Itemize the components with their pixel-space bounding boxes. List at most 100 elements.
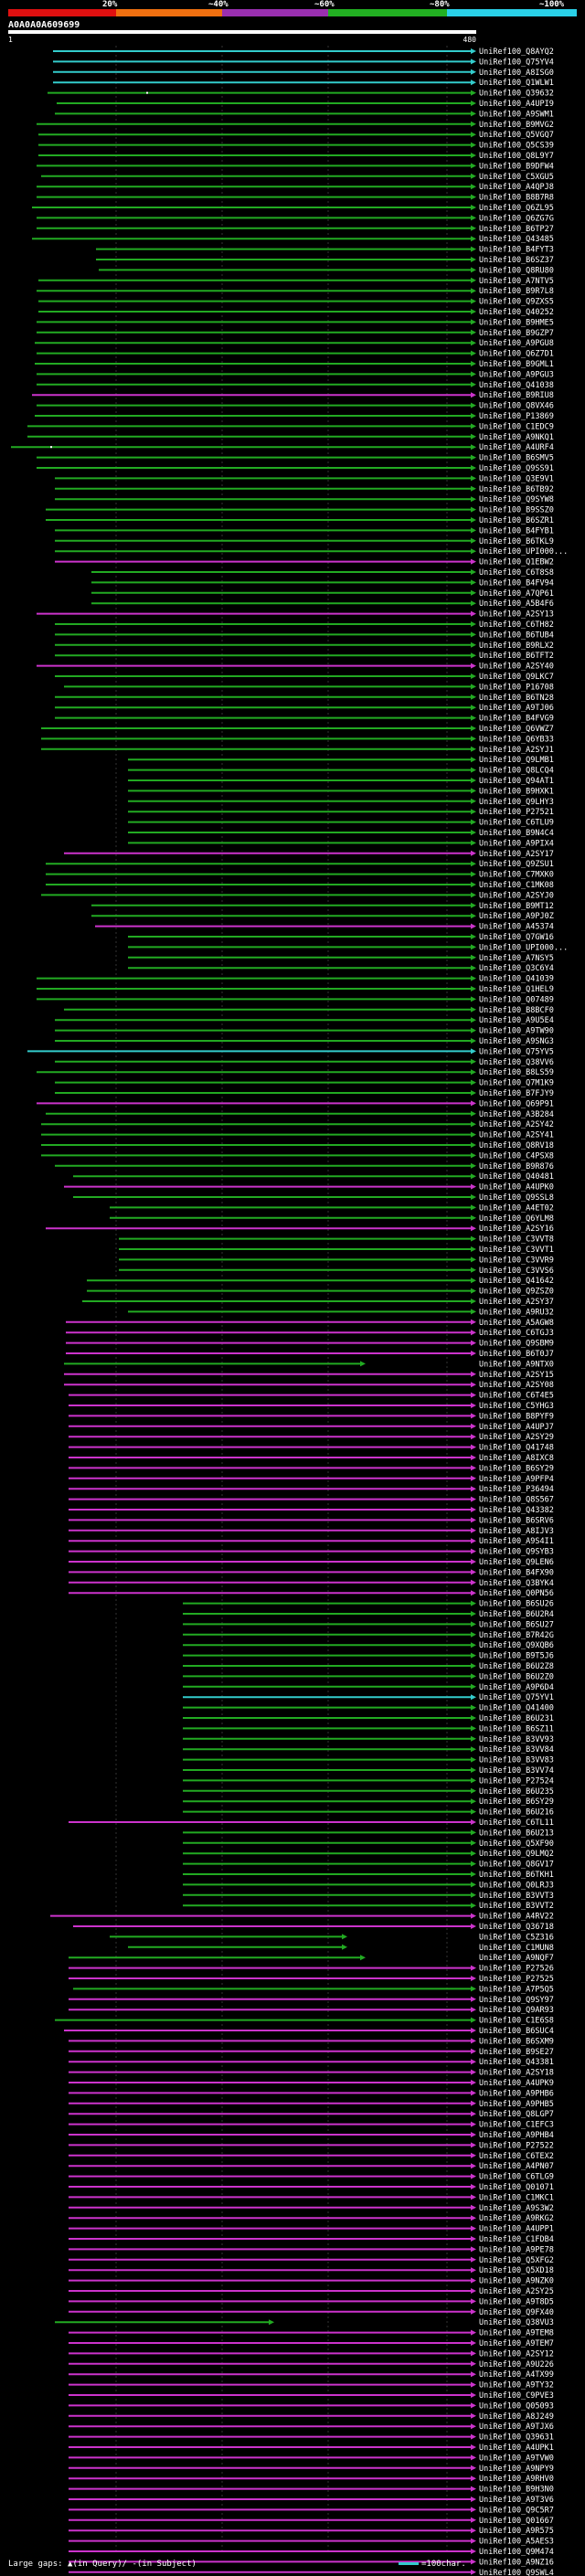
- hit-label[interactable]: UniRef100_A2SYJ0: [479, 891, 554, 900]
- hit-label[interactable]: UniRef100_B3VVT2: [479, 1902, 554, 1911]
- hit-label[interactable]: UniRef100_A3B284: [479, 1110, 554, 1119]
- hit-label[interactable]: UniRef100_B6SMV5: [479, 454, 554, 463]
- hit-label[interactable]: UniRef100_Q38VV6: [479, 1058, 554, 1067]
- hit-label[interactable]: UniRef100_B9R876: [479, 1162, 554, 1171]
- hit-label[interactable]: UniRef100_Q9SYW8: [479, 495, 554, 504]
- hit-label[interactable]: UniRef100_B9SE27: [479, 2048, 554, 2057]
- hit-label[interactable]: UniRef100_Q7GW16: [479, 933, 554, 942]
- hit-label[interactable]: UniRef100_A9S4I1: [479, 1537, 554, 1546]
- hit-label[interactable]: UniRef100_Q9M474: [479, 2548, 554, 2557]
- hit-label[interactable]: UniRef100_A4UPP1: [479, 2225, 554, 2234]
- hit-label[interactable]: UniRef100_Q9SYB3: [479, 1548, 554, 1557]
- hit-label[interactable]: UniRef100_Q9ZSZ0: [479, 1288, 554, 1297]
- hit-label[interactable]: UniRef100_Q6YLM8: [479, 1214, 554, 1224]
- hit-label[interactable]: UniRef100_A9TEM8: [479, 2329, 554, 2338]
- hit-label[interactable]: UniRef100_Q0PN56: [479, 1589, 554, 1598]
- hit-label[interactable]: UniRef100_A2SY37: [479, 1298, 554, 1307]
- hit-label[interactable]: UniRef100_A9U226: [479, 2360, 554, 2369]
- hit-label[interactable]: UniRef100_B9N4C4: [479, 829, 554, 838]
- hit-label[interactable]: UniRef100_B6U231: [479, 1714, 554, 1723]
- hit-label[interactable]: UniRef100_C1FDB4: [479, 2235, 554, 2244]
- hit-label[interactable]: UniRef100_B4FYT3: [479, 246, 554, 255]
- hit-label[interactable]: UniRef100_B8LS59: [479, 1068, 554, 1077]
- hit-label[interactable]: UniRef100_B6TP27: [479, 225, 554, 234]
- hit-label[interactable]: UniRef100_Q8VX46: [479, 402, 554, 411]
- hit-label[interactable]: UniRef100_Q40252: [479, 308, 554, 317]
- hit-label[interactable]: UniRef100_Q5XFG2: [479, 2256, 554, 2265]
- hit-label[interactable]: UniRef100_B6SZ37: [479, 256, 554, 265]
- hit-label[interactable]: UniRef100_C4PSX8: [479, 1151, 554, 1161]
- hit-label[interactable]: UniRef100_B6SY29: [479, 1797, 554, 1807]
- hit-label[interactable]: UniRef100_Q9LMB1: [479, 756, 554, 765]
- hit-label[interactable]: UniRef100_A9TJX6: [479, 2422, 554, 2432]
- hit-label[interactable]: UniRef100_C6T8S8: [479, 568, 554, 578]
- hit-label[interactable]: UniRef100_B6U216: [479, 1808, 554, 1818]
- hit-label[interactable]: UniRef100_B6SU26: [479, 1600, 554, 1609]
- hit-label[interactable]: UniRef100_Q6Z7D1: [479, 350, 554, 359]
- hit-label[interactable]: UniRef100_Q8L9Y7: [479, 152, 554, 161]
- hit-label[interactable]: UniRef100_B3VV93: [479, 1735, 554, 1744]
- hit-label[interactable]: UniRef100_Q8LCQ4: [479, 767, 554, 776]
- hit-label[interactable]: UniRef100_Q5CS39: [479, 142, 554, 151]
- hit-label[interactable]: UniRef100_A2SY08: [479, 1381, 554, 1390]
- hit-label[interactable]: UniRef100_C5YHG3: [479, 1402, 554, 1411]
- hit-label[interactable]: UniRef100_B3VV84: [479, 1745, 554, 1754]
- hit-label[interactable]: UniRef100_A4PN07: [479, 2162, 554, 2171]
- hit-label[interactable]: UniRef100_B4FX90: [479, 1568, 554, 1577]
- hit-label[interactable]: UniRef100_Q75YV5: [479, 1047, 554, 1056]
- hit-label[interactable]: UniRef100_B6TN28: [479, 694, 554, 703]
- hit-label[interactable]: UniRef100_C6TLU9: [479, 819, 554, 828]
- hit-label[interactable]: UniRef100_C5Z316: [479, 1933, 554, 1942]
- hit-label[interactable]: UniRef100_Q39632: [479, 90, 554, 99]
- hit-label[interactable]: UniRef100_Q05093: [479, 2401, 554, 2411]
- hit-label[interactable]: UniRef100_B9MT12: [479, 902, 554, 911]
- hit-label[interactable]: UniRef100_Q40481: [479, 1172, 554, 1182]
- hit-label[interactable]: UniRef100_C1EFC3: [479, 2121, 554, 2130]
- hit-label[interactable]: UniRef100_A2SY42: [479, 1120, 554, 1129]
- hit-label[interactable]: UniRef100_A8IXC8: [479, 1454, 554, 1463]
- hit-label[interactable]: UniRef100_A4UPJ7: [479, 1423, 554, 1432]
- hit-label[interactable]: UniRef100_A2SY40: [479, 663, 554, 672]
- hit-label[interactable]: UniRef100_C6TEX2: [479, 2152, 554, 2161]
- hit-label[interactable]: UniRef100_A9T3V6: [479, 2496, 554, 2505]
- hit-label[interactable]: UniRef100_C6TH82: [479, 620, 554, 630]
- hit-label[interactable]: UniRef100_B6TKH1: [479, 1871, 554, 1880]
- hit-label[interactable]: UniRef100_Q8LGP7: [479, 2110, 554, 2119]
- hit-label[interactable]: UniRef100_A9RKG2: [479, 2214, 554, 2223]
- hit-label[interactable]: UniRef100_Q3C6Y4: [479, 964, 554, 973]
- hit-label[interactable]: UniRef100_A8IJV3: [479, 1527, 554, 1536]
- hit-label[interactable]: UniRef100_A9NZ16: [479, 2558, 554, 2567]
- hit-label[interactable]: UniRef100_B9R7L8: [479, 287, 554, 296]
- hit-label[interactable]: UniRef100_A9PFP4: [479, 1475, 554, 1484]
- hit-label[interactable]: UniRef100_B9HME5: [479, 318, 554, 327]
- hit-label[interactable]: UniRef100_Q6YB33: [479, 735, 554, 744]
- hit-label[interactable]: UniRef100_B6SUC4: [479, 2027, 554, 2036]
- hit-label[interactable]: UniRef100_A9SNG3: [479, 1037, 554, 1046]
- hit-label[interactable]: UniRef100_A2SY17: [479, 850, 554, 859]
- hit-label[interactable]: UniRef100_B6SY29: [479, 1464, 554, 1473]
- hit-label[interactable]: UniRef100_Q8GV17: [479, 1860, 554, 1870]
- hit-label[interactable]: UniRef100_A9RU32: [479, 1308, 554, 1317]
- hit-label[interactable]: UniRef100_A2SY15: [479, 1371, 554, 1380]
- hit-label[interactable]: UniRef100_A5AGW8: [479, 1319, 554, 1328]
- hit-label[interactable]: UniRef100_A4RV22: [479, 1913, 554, 1922]
- hit-label[interactable]: UniRef100_A4UPI9: [479, 100, 554, 109]
- hit-label[interactable]: UniRef100_A4ET02: [479, 1203, 554, 1213]
- hit-label[interactable]: UniRef100_Q01667: [479, 2517, 554, 2526]
- hit-label[interactable]: UniRef100_A7NTV5: [479, 277, 554, 286]
- hit-label[interactable]: UniRef100_Q69P91: [479, 1099, 554, 1108]
- hit-label[interactable]: UniRef100_P13869: [479, 412, 554, 421]
- hit-label[interactable]: UniRef100_C1MKC1: [479, 2193, 554, 2202]
- hit-label[interactable]: UniRef100_C1E6S8: [479, 2017, 554, 2026]
- hit-label[interactable]: UniRef100_A9PGU8: [479, 339, 554, 348]
- hit-label[interactable]: UniRef100_Q9LKC7: [479, 673, 554, 682]
- hit-label[interactable]: UniRef100_Q9LEN6: [479, 1558, 554, 1567]
- hit-label[interactable]: UniRef100_B9H3N0: [479, 2486, 554, 2495]
- hit-label[interactable]: UniRef100_Q39631: [479, 2433, 554, 2443]
- hit-label[interactable]: UniRef100_A9P6D4: [479, 1683, 554, 1692]
- hit-label[interactable]: UniRef100_P36494: [479, 1485, 554, 1494]
- hit-label[interactable]: UniRef100_B3VV74: [479, 1766, 554, 1776]
- hit-label[interactable]: UniRef100_A2SYJ1: [479, 746, 554, 755]
- hit-label[interactable]: UniRef100_A4TX99: [479, 2370, 554, 2380]
- hit-label[interactable]: UniRef100_B3VV83: [479, 1756, 554, 1765]
